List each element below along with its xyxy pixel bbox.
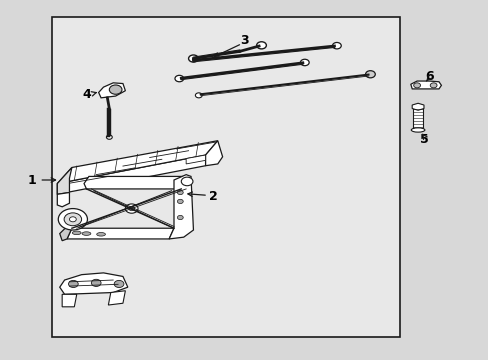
Polygon shape <box>411 103 423 110</box>
Circle shape <box>106 135 112 139</box>
Polygon shape <box>205 141 222 166</box>
Circle shape <box>125 204 138 213</box>
FancyBboxPatch shape <box>52 18 399 337</box>
Circle shape <box>332 42 341 49</box>
Polygon shape <box>412 107 422 128</box>
Polygon shape <box>169 175 193 239</box>
Circle shape <box>195 93 202 98</box>
Circle shape <box>69 217 76 222</box>
Text: 6: 6 <box>424 70 433 83</box>
Circle shape <box>58 208 87 230</box>
Circle shape <box>256 42 266 49</box>
Polygon shape <box>57 167 72 194</box>
Text: 4: 4 <box>82 88 91 101</box>
Circle shape <box>413 83 420 88</box>
Circle shape <box>365 71 374 78</box>
Polygon shape <box>60 273 127 294</box>
Polygon shape <box>57 193 69 207</box>
Circle shape <box>175 75 183 82</box>
Circle shape <box>177 215 183 220</box>
Circle shape <box>91 279 101 287</box>
Ellipse shape <box>97 233 105 236</box>
Polygon shape <box>60 226 72 241</box>
Polygon shape <box>67 228 174 239</box>
Polygon shape <box>99 83 125 98</box>
Circle shape <box>68 280 78 288</box>
Text: 2: 2 <box>208 190 217 203</box>
Ellipse shape <box>72 231 81 235</box>
Polygon shape <box>57 155 205 194</box>
Ellipse shape <box>410 128 424 132</box>
Circle shape <box>188 55 198 62</box>
Circle shape <box>429 83 436 88</box>
Polygon shape <box>410 81 441 89</box>
Circle shape <box>177 190 183 195</box>
Polygon shape <box>108 291 125 305</box>
Polygon shape <box>62 294 77 307</box>
Circle shape <box>177 199 183 203</box>
Text: 3: 3 <box>240 34 248 47</box>
Circle shape <box>128 206 134 211</box>
Text: 5: 5 <box>419 134 428 147</box>
Ellipse shape <box>82 232 91 235</box>
Text: 1: 1 <box>28 174 36 186</box>
Polygon shape <box>57 141 217 184</box>
Polygon shape <box>84 176 191 189</box>
Circle shape <box>64 213 81 226</box>
Circle shape <box>109 85 122 94</box>
Circle shape <box>181 177 193 186</box>
Polygon shape <box>186 155 205 164</box>
Circle shape <box>300 59 308 66</box>
Circle shape <box>114 280 123 288</box>
